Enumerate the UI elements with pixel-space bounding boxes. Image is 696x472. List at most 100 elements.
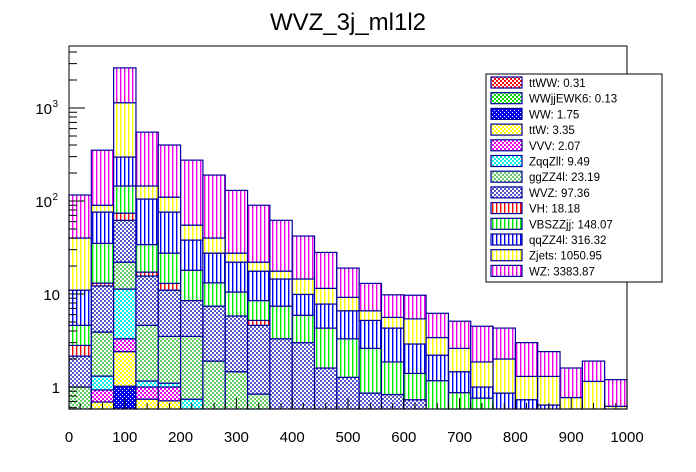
bar-vbszzjj-bin-6 [202,282,226,307]
legend-swatch-vvv [490,139,523,152]
bar-vh-bin-0 [68,344,92,357]
x-tick-label: 800 [503,429,528,446]
bar-vbszzjj-bin-11 [313,327,338,369]
x-tick-label: 100 [112,429,137,446]
legend-swatch-ttww [490,76,523,89]
bar-qqzz4l-bin-0 [68,289,92,326]
legend-swatch-zjets [490,249,523,262]
bar-vbszzjj-bin-9 [269,305,293,340]
bar-ggzz4l-bin-1 [90,331,115,377]
legend-swatch-vh [490,202,523,215]
legend-entry-qqzz4l: qqZZ4l: 316.32 [529,235,606,247]
y-tick-label: 10 [35,194,52,211]
legend-entry-ttww: ttWW: 0.31 [529,78,586,90]
bar-zqqzll-bin-1 [90,375,115,391]
legend-swatch-zqqzll [490,154,523,168]
bar-qqzz4l-bin-12 [336,310,360,340]
bar-qqzz4l-bin-6 [202,252,226,284]
bar-wvz-bin-0 [68,355,92,388]
bar-qqzz4l-bin-9 [269,278,293,307]
legend-entry-wz: WZ: 3383.87 [529,266,595,278]
bar-vvv-bin-2 [113,338,137,353]
bar-zjets-bin-13 [358,310,383,322]
bar-zjets-bin-16 [425,336,450,356]
y-tick-label: 1 [52,380,60,397]
y-tick-label: 10 [43,287,60,304]
bar-wz-bin-1 [90,149,115,206]
bar-vbszzjj-bin-8 [246,299,271,322]
bar-wz-bin-2 [113,67,137,104]
bar-zjets-bin-21 [537,375,561,406]
bar-wz-bin-10 [291,235,316,280]
bar-zjets-bin-2 [113,102,137,158]
x-tick-label: 900 [559,429,584,446]
bar-qqzz4l-bin-11 [313,303,338,329]
legend-swatch-ggzz4l [490,170,523,183]
bar-vbszzjj-bin-5 [180,269,204,302]
bar-vbszzjj-bin-10 [291,314,316,344]
bar-qqzz4l-bin-14 [380,327,405,363]
bar-zjets-bin-7 [224,252,249,263]
x-tick-label: 300 [224,429,249,446]
legend-entry-ggzz4l: ggZZ4l: 23.19 [529,172,600,184]
y-tick-exponent: 2 [53,192,59,203]
bar-wz-bin-4 [157,144,182,198]
bar-ggzz4l-bin-3 [135,324,159,382]
bar-vh-bin-2 [113,212,137,221]
bar-wvz-bin-7 [224,315,249,373]
x-tick-label: 400 [280,429,305,446]
bar-wz-bin-19 [492,327,516,360]
y-tick-exponent: 3 [53,99,59,110]
stacked-bars [68,67,628,410]
legend-entry-vbszzjj: VBSZZjj: 148.07 [529,219,613,231]
legend-entry-vvv: VVV: 2.07 [529,141,580,153]
bar-vh-bin-8 [246,319,271,326]
legend-entry-ww: WW: 1.75 [529,109,579,121]
bar-wvz-bin-6 [202,305,226,362]
bar-ggzz4l-bin-5 [180,335,204,400]
legend-swatch-vbszzjj [490,217,523,230]
bar-wz-bin-14 [380,294,405,319]
bar-vvv-bin-1 [90,389,115,403]
bar-ggzz4l-bin-4 [157,335,182,384]
bar-vh-bin-4 [157,282,182,291]
bar-wvz-bin-3 [135,275,159,326]
bar-ttw-bin-2 [113,351,137,387]
bar-qqzz4l-bin-1 [90,211,115,245]
chart-title: WVZ_3j_ml1l2 [270,9,426,36]
bar-qqzz4l-bin-5 [180,239,204,271]
bar-wz-bin-13 [358,282,383,312]
bar-zjets-bin-0 [68,237,92,291]
bar-zjets-bin-10 [291,278,316,296]
bar-qqzz4l-bin-3 [135,198,159,246]
bar-zjets-bin-4 [157,196,182,213]
bar-wz-bin-8 [246,204,271,263]
bar-ggzz4l-bin-6 [202,360,226,410]
bar-zqqzll-bin-2 [113,288,137,340]
bar-wvz-bin-11 [313,367,338,410]
bar-qqzz4l-bin-2 [113,156,137,187]
bar-vbszzjj-bin-12 [336,338,360,378]
bar-qqzz4l-bin-13 [358,319,383,350]
bar-wvz-bin-9 [269,338,293,410]
legend-entry-zqqzll: ZqqZll: 9.49 [529,157,590,169]
bar-qqzz4l-bin-18 [470,386,494,399]
legend-swatch-qqzz4l [490,233,523,246]
bar-vbszzjj-bin-3 [135,243,159,273]
bar-wvz-bin-2 [113,219,137,263]
bar-zqqzll-bin-3 [135,380,159,388]
bar-vbszzjj-bin-4 [157,252,182,285]
x-axis: 0 100 200 300 400 500 600 700 800 900 1000 [65,398,644,446]
legend-swatch-wvz [490,186,523,199]
legend-entry-zjets: Zjets: 1050.95 [529,251,602,263]
legend-entry-wvz: WVZ: 97.36 [529,188,590,200]
legend: ttWW: 0.31 WWjjEWK6: 0.13 WW: 1.75 ttW: 3.3… [485,73,663,283]
x-tick-label: 0 [65,429,73,446]
bar-wz-bin-5 [180,159,204,226]
x-tick-label: 500 [335,429,360,446]
bar-wz-bin-15 [403,294,427,320]
bar-zjets-bin-1 [90,204,115,213]
bar-wvz-bin-10 [291,342,316,410]
bar-wvz-bin-5 [180,299,204,338]
bar-zjets-bin-14 [380,316,405,329]
